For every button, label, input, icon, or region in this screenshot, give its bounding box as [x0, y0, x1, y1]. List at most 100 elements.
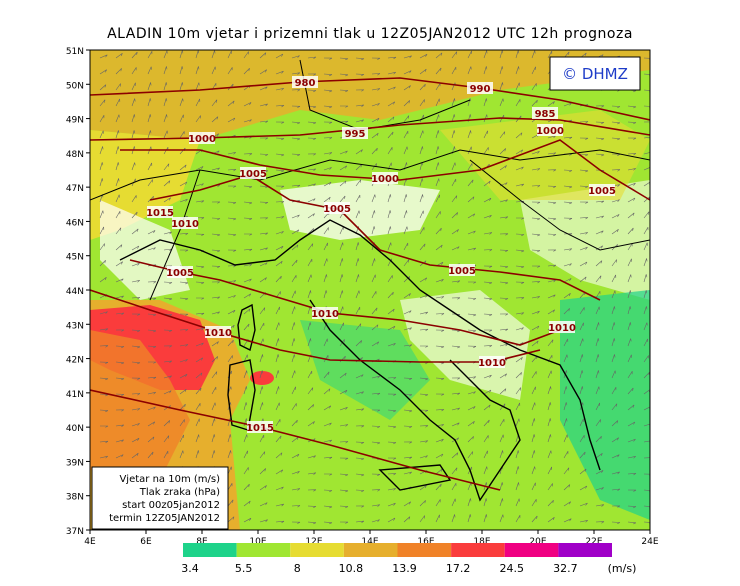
wind-arrow — [547, 339, 554, 347]
wind-arrow — [195, 233, 205, 236]
wind-arrow — [259, 217, 269, 220]
wind-arrow — [259, 451, 266, 459]
wind-arrow — [547, 185, 557, 188]
wind-arrow — [307, 137, 317, 140]
wind-arrow — [163, 130, 168, 139]
wind-arrow — [547, 201, 557, 205]
wind-arrow — [403, 377, 413, 380]
wind-arrow — [563, 402, 568, 411]
wind-arrow — [259, 201, 269, 204]
wind-arrow — [531, 83, 537, 91]
wind-arrow — [403, 293, 411, 299]
wind-arrow — [531, 151, 540, 155]
wind-arrow — [115, 244, 123, 251]
wind-arrow — [148, 361, 157, 364]
wind-arrow — [531, 168, 541, 171]
lat-label: 48N — [66, 150, 84, 160]
wind-arrow — [275, 245, 284, 251]
wind-arrow — [147, 114, 152, 123]
lat-label: 42N — [66, 356, 84, 366]
wind-arrow — [179, 164, 187, 171]
isobar-label: 995 — [345, 129, 366, 140]
wind-arrow — [403, 242, 409, 251]
wind-arrow — [467, 329, 477, 333]
wind-arrow — [371, 258, 376, 267]
wind-arrow — [595, 521, 605, 524]
wind-arrow — [499, 98, 504, 107]
wind-arrow — [531, 249, 541, 253]
wind-arrow — [195, 183, 204, 187]
wind-arrow — [387, 242, 392, 251]
wind-arrow — [643, 290, 648, 299]
wind-arrow — [339, 457, 349, 460]
wind-arrow — [195, 403, 201, 411]
wind-arrow — [420, 345, 429, 348]
wind-arrow — [627, 521, 637, 525]
wind-arrow — [499, 482, 504, 491]
wind-arrow — [435, 279, 444, 283]
isobar-label: 1010 — [204, 328, 232, 339]
wind-arrow — [243, 248, 253, 252]
wind-arrow — [595, 137, 605, 141]
wind-arrow — [131, 245, 140, 251]
wind-arrow — [515, 372, 522, 379]
wind-arrow — [115, 83, 121, 91]
wind-arrow — [515, 66, 520, 75]
wind-arrow — [611, 137, 621, 141]
wind-arrow — [99, 178, 104, 187]
wind-arrow — [387, 377, 397, 380]
wind-arrow — [467, 498, 472, 507]
isobar-label-bg — [247, 421, 273, 433]
wind-arrow — [435, 468, 443, 475]
wind-arrow — [371, 441, 381, 445]
wind-arrow — [371, 132, 379, 139]
wind-arrow — [419, 500, 426, 507]
isobar-label: 1000 — [371, 174, 399, 185]
wind-arrow — [291, 244, 299, 251]
wind-arrow — [163, 180, 171, 187]
wind-arrow — [99, 361, 109, 364]
wind-arrow — [147, 50, 153, 59]
wind-arrow — [355, 149, 363, 155]
isobar-label: 1015 — [146, 208, 174, 219]
wind-arrow — [627, 137, 637, 140]
wind-arrow — [579, 246, 588, 251]
wind-arrow — [467, 436, 474, 443]
wind-arrow — [131, 114, 136, 123]
isobar-label: 990 — [470, 84, 491, 95]
wind-arrow — [419, 130, 424, 139]
wind-arrow — [499, 233, 509, 236]
wind-arrow — [435, 67, 442, 75]
wind-arrow — [531, 434, 536, 443]
wind-arrow — [339, 389, 348, 395]
wind-arrow — [227, 233, 237, 237]
wind-arrow — [163, 420, 170, 427]
wind-arrow — [467, 146, 472, 155]
wind-arrow — [275, 153, 285, 157]
wind-arrow — [483, 450, 488, 459]
wind-arrow — [483, 435, 489, 443]
colorbar-segment — [397, 543, 452, 557]
wind-arrow — [307, 243, 314, 251]
wind-arrow — [579, 137, 589, 140]
wind-arrow — [195, 327, 205, 331]
wind-arrow — [499, 82, 504, 91]
wind-arrow — [579, 468, 587, 475]
colorbar-label: 13.9 — [392, 562, 417, 575]
wind-arrow — [627, 421, 636, 427]
wind-arrow — [275, 354, 280, 363]
wind-arrow — [291, 259, 298, 267]
wind-arrow — [355, 391, 364, 395]
wind-arrow — [147, 329, 157, 333]
wind-arrow — [499, 313, 509, 316]
wind-arrow — [323, 152, 333, 155]
wind-arrow — [275, 452, 283, 459]
wind-arrow — [323, 181, 332, 187]
colorbar-label: 5.5 — [235, 562, 253, 575]
wind-arrow — [291, 386, 296, 395]
wind-arrow — [468, 281, 477, 284]
wind-arrow — [340, 105, 349, 108]
wind-arrow — [595, 290, 601, 299]
wind-arrow — [179, 419, 185, 427]
